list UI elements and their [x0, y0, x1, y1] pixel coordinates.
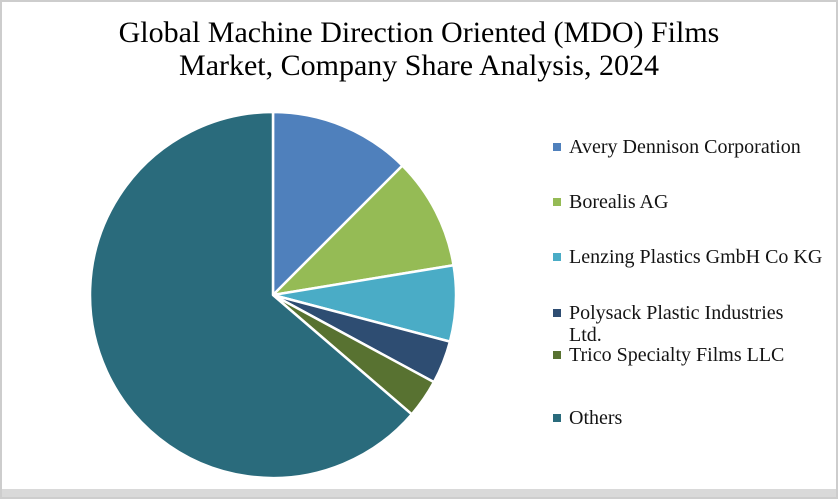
legend-item-avery-dennison-corporation: Avery Dennison Corporation: [553, 136, 801, 158]
pie-chart: [88, 110, 458, 480]
legend-swatch: [553, 309, 561, 317]
legend-swatch: [553, 143, 561, 151]
legend-item-borealis-ag: Borealis AG: [553, 191, 668, 213]
legend-item-lenzing-plastics-gmbh-co-kg: Lenzing Plastics GmbH Co KG: [553, 246, 822, 268]
legend-item-trico-specialty-films-llc: Trico Specialty Films LLC: [553, 344, 784, 366]
pie-slice-borealis-ag: [271, 164, 455, 297]
legend-label: Borealis AG: [569, 191, 668, 213]
chart-title-line-1: Global Machine Direction Oriented (MDO) …: [118, 16, 720, 49]
legend-label-line: Trico Specialty Films LLC: [569, 344, 785, 366]
legend-label-line: Polysack Plastic Industries: [569, 302, 784, 324]
chart-title: Global Machine Direction Oriented (MDO) …: [2, 16, 836, 82]
legend-swatch: [553, 351, 561, 359]
legend-label-line: Ltd.: [569, 324, 602, 346]
legend-label: Avery Dennison Corporation: [569, 136, 801, 158]
legend-label-line: Lenzing Plastics GmbH Co KG: [569, 246, 823, 268]
legend-label: Trico Specialty Films LLC: [569, 344, 784, 366]
legend: Avery Dennison Corporation Borealis AG L…: [553, 2, 835, 497]
pie-slice-avery-dennison-corporation: [271, 110, 404, 297]
legend-label: Polysack Plastic Industries Ltd.: [569, 302, 783, 346]
chart-title-line-2: Market, Company Share Analysis, 2024: [179, 49, 659, 82]
legend-label: Others: [569, 407, 622, 429]
legend-label: Lenzing Plastics GmbH Co KG: [569, 246, 822, 268]
legend-swatch: [553, 198, 561, 206]
legend-swatch: [553, 414, 561, 422]
legend-label-line: Avery Dennison Corporation: [569, 136, 801, 158]
legend-item-polysack-plastic-industries-ltd: Polysack Plastic Industries Ltd.: [553, 302, 783, 346]
legend-item-others: Others: [553, 407, 622, 429]
legend-swatch: [553, 253, 561, 261]
bottom-bar: [2, 489, 836, 497]
legend-label-line: Borealis AG: [569, 191, 669, 213]
legend-label-line: Others: [569, 407, 623, 429]
pie-slice-others: [88, 110, 414, 480]
